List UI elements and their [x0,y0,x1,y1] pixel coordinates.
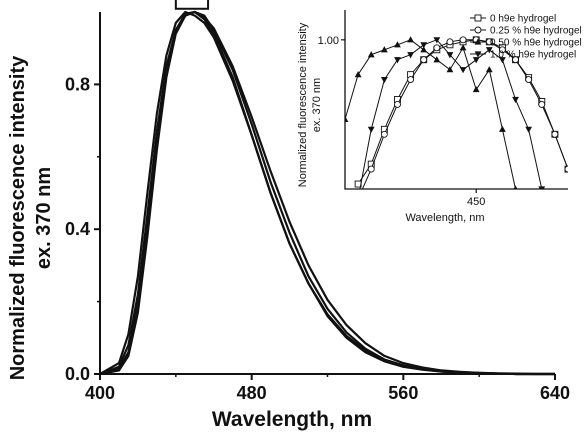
inset-data-point [433,56,441,63]
inset-axes [344,10,568,190]
inset-data-point [564,165,568,173]
inset-data-point [459,44,467,51]
inset-data-point [367,165,375,173]
inset-data-point [446,52,454,59]
legend-marker [474,14,482,22]
main-y-axis-label-line2: ex. 370 nm [33,167,55,269]
inset-y-axis-label: Normalized fluorescence intensity [297,22,309,187]
main-x-tick-label: 560 [388,383,418,403]
inset-data-point [472,57,480,64]
inset-series-group [345,36,568,202]
main-series-group [99,10,555,376]
inset-data-point [513,185,518,189]
inset-data-point [345,115,349,122]
legend-marker [474,51,482,58]
inset-data-point [394,57,401,64]
inset-data-point [420,42,428,49]
main-x-tick-label: 480 [237,383,267,403]
inset-data-point [525,126,533,133]
inset-data-point [354,71,362,78]
inset-data-point [420,56,428,64]
main-y-tick-label: 0.0 [65,364,90,384]
inset-data-point [551,130,559,138]
inset-background [345,10,568,189]
inset-data-point [420,46,428,53]
main-y-tick-label: 0.8 [65,74,90,94]
inset-data-point [459,67,467,74]
main-x-axis: 400 480 560 640 [85,374,570,403]
inset-data-point [394,101,401,108]
main-y-tick-label: 0.4 [65,219,90,239]
inset-data-point [485,47,493,54]
inset-data-point [525,76,533,84]
inset-data-point [433,37,441,44]
inset-data-point [407,52,414,59]
inset-data-point [394,41,401,48]
legend-marker [474,26,482,34]
legend-marker [474,38,482,45]
inset-data-point [512,96,519,104]
legend-label: 0.50 % h9e hydrogel [490,38,582,49]
legend-label: 0 h9e hydrogel [490,14,556,25]
inset-data-point [499,125,506,132]
inset-data-point [485,38,493,46]
inset-data-point [485,66,493,73]
inset-data-point [498,46,506,54]
inset-y-axis-label-line2: ex. 370 nm [311,78,323,132]
inset-data-point [538,101,546,108]
legend-label: 0.25 % h9e hydrogel [490,26,582,37]
inset-data-point [367,51,375,58]
inset-data-point [407,36,414,43]
inset-data-point [446,38,454,46]
inset-chart: 450 1.00 Wavelength, nm Normalized fluor… [297,10,582,224]
inset-data-point [459,36,467,44]
main-y-axis-label: Normalized fluorescence intensity [7,55,29,380]
inset-x-axis: 450 [467,189,485,208]
inset-data-point [367,126,375,133]
inset-data-point [355,196,362,202]
main-series-line-4 [99,10,555,376]
peak-highlight-box [174,0,210,10]
inset-data-point [512,56,519,64]
inset-data-point [407,76,415,84]
inset-y-tick-label: 1.00 [318,35,339,47]
main-x-axis-label: Wavelength, nm [212,408,372,431]
inset-data-point [433,44,441,52]
main-chart: 400 480 560 640 0.0 0.4 0.8 Wavelength, nm No… [7,0,570,431]
inset-data-point [355,196,361,202]
inset-data-point [499,57,506,64]
inset-x-axis-label: Wavelength, nm [405,212,484,224]
main-y-axis: 0.0 0.4 0.8 [65,74,100,384]
inset-data-point [380,130,388,138]
main-x-tick-label: 640 [540,383,570,403]
inset-series-line-3 [345,39,516,189]
inset-data-point [380,46,388,53]
inset-data-point [472,85,480,93]
inset-data-point [380,77,388,84]
inset-data-point [446,66,454,73]
inset-x-tick-label: 450 [467,196,485,208]
legend-label: 1.0 % h9e hydrogel [490,50,576,61]
main-x-tick-label: 400 [85,383,115,403]
inset-y-axis: 1.00 [318,35,345,47]
